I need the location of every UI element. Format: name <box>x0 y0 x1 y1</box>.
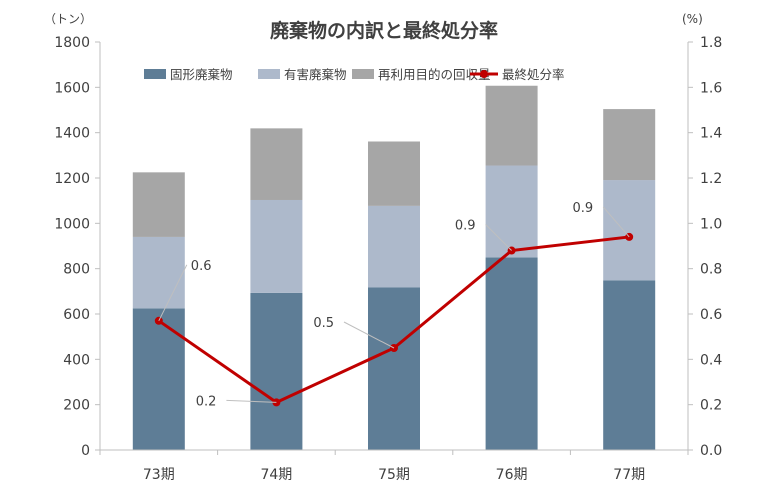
rate-data-label: 0.5 <box>313 316 334 331</box>
legend-label: 最終処分率 <box>502 67 565 82</box>
bar-segment <box>132 308 185 450</box>
chart-title: 廃棄物の内訳と最終処分率 <box>270 19 498 42</box>
right-axis: 0.0 0.2 0.4 0.6 0.8 1.0 1.2 1.4 1.6 1.8 <box>687 35 722 459</box>
right-tick-label: 0.4 <box>700 352 722 368</box>
right-axis-unit: (%) <box>682 12 703 26</box>
left-tick-label: 1000 <box>54 216 90 232</box>
x-tick-label: 73期 <box>143 467 175 483</box>
leader-line <box>485 224 512 251</box>
bar-segment <box>485 257 538 450</box>
bar-segment <box>603 180 656 281</box>
rate-data-label: 0.9 <box>455 219 476 234</box>
legend-label: 有害廃棄物 <box>284 67 347 82</box>
right-tick-label: 1.6 <box>700 80 722 96</box>
bar-segment <box>250 128 303 200</box>
x-axis: 73期 74期 75期 76期 77期 <box>99 449 689 483</box>
leader-line <box>226 399 277 403</box>
right-tick-label: 0.2 <box>700 398 722 414</box>
right-tick-label: 0.6 <box>700 307 722 323</box>
bar-segment <box>603 280 656 450</box>
rate-data-label: 0.6 <box>191 259 212 274</box>
left-tick-label: 0 <box>81 443 90 459</box>
bar-segment <box>250 199 303 293</box>
legend-label: 再利用目的の回収量 <box>378 67 491 82</box>
right-tick-label: 1.4 <box>700 126 722 142</box>
right-tick-label: 1.8 <box>700 35 722 51</box>
left-tick-label: 800 <box>63 262 90 278</box>
leader-line <box>343 321 395 349</box>
legend-swatch <box>258 69 280 79</box>
legend-marker <box>480 70 488 78</box>
leader-line <box>158 264 188 322</box>
leader-line <box>602 206 630 238</box>
right-tick-label: 1.2 <box>700 171 722 187</box>
right-tick-label: 0.8 <box>700 262 722 278</box>
bar-segment <box>250 292 303 450</box>
x-tick-label: 76期 <box>496 467 528 483</box>
left-tick-label: 600 <box>63 307 90 323</box>
legend: 固形廃棄物 有害廃棄物 再利用目的の回収量 最終処分率 <box>144 67 565 82</box>
x-tick-label: 74期 <box>260 467 292 483</box>
legend-swatch <box>144 69 166 79</box>
bar-segment <box>132 172 185 237</box>
left-tick-label: 200 <box>63 398 90 414</box>
left-tick-label: 1600 <box>54 80 90 96</box>
bar-segment <box>132 236 185 309</box>
bars <box>132 85 656 450</box>
left-axis: 0 200 400 600 800 1000 1200 1400 1600 1800 <box>54 35 101 459</box>
rate-data-label: 0.9 <box>573 201 594 216</box>
data-labels: 0.6 0.2 0.5 0.9 0.9 <box>158 201 630 409</box>
legend-swatch <box>352 69 374 79</box>
left-tick-label: 400 <box>63 352 90 368</box>
left-tick-label: 1200 <box>54 171 90 187</box>
left-tick-label: 1400 <box>54 126 90 142</box>
left-axis-unit: （トン） <box>44 12 92 26</box>
right-tick-label: 0.0 <box>700 443 722 459</box>
x-tick-label: 75期 <box>378 467 410 483</box>
rate-data-label: 0.2 <box>196 394 217 409</box>
x-tick-label: 77期 <box>613 467 645 483</box>
bar-segment <box>368 205 420 288</box>
right-tick-label: 1.0 <box>700 216 722 232</box>
bar-segment <box>485 165 538 258</box>
bar-segment <box>368 287 420 450</box>
bar-segment <box>368 141 420 206</box>
bar-segment <box>603 109 656 181</box>
legend-label: 固形廃棄物 <box>170 67 233 82</box>
left-tick-label: 1800 <box>54 35 90 51</box>
bar-segment <box>485 85 538 166</box>
